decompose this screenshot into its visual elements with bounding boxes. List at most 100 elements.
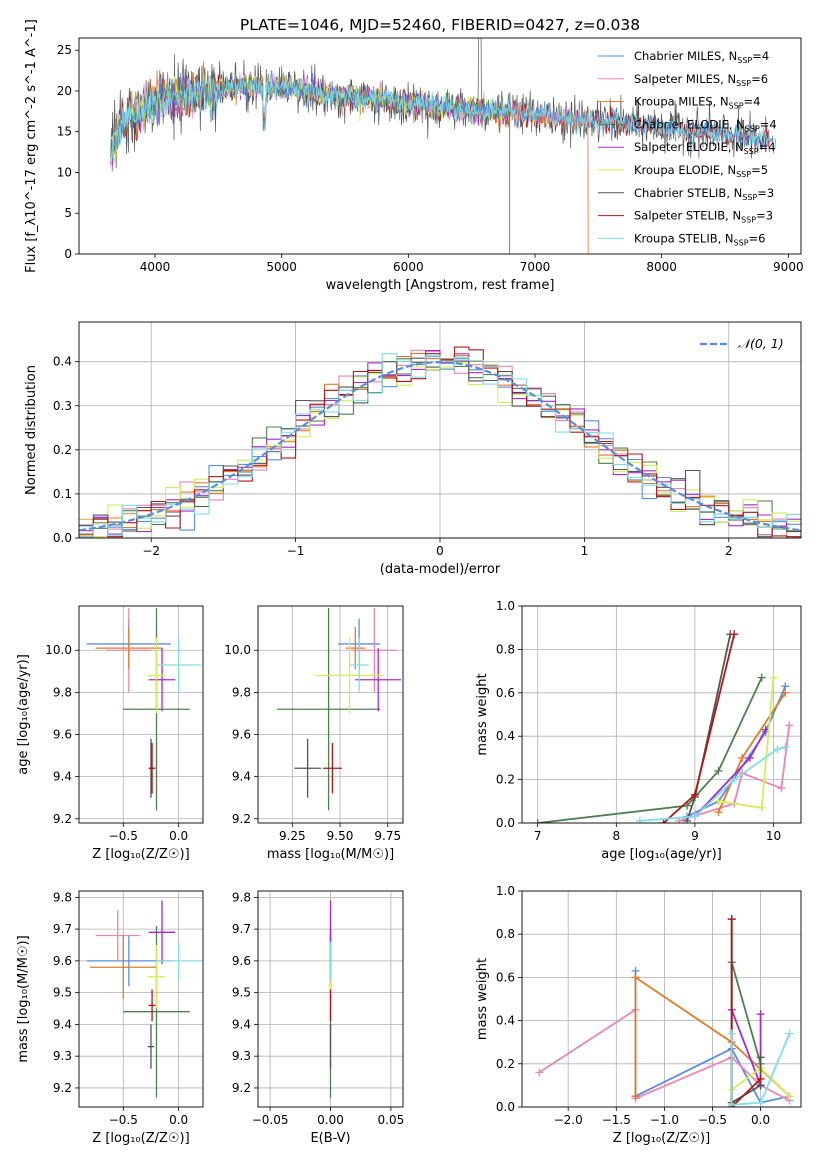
residuals-xtick-label: −2 bbox=[142, 544, 160, 558]
massweight_vs_z-xtick-label: 0.0 bbox=[751, 1113, 770, 1127]
massweight_vs_z-marker bbox=[756, 1053, 765, 1062]
age_vs_z-frame bbox=[78, 605, 204, 824]
age_vs_mass-errorbar-point bbox=[294, 738, 321, 798]
massweight_vs_z-series-line bbox=[730, 919, 762, 1107]
legend-subscript: SSP bbox=[744, 147, 759, 156]
residuals-ytick-label: 0.1 bbox=[53, 487, 72, 501]
mass_vs_z-axes: −0.5 0.0 9.2 9.3 9.4 9.5 9.6 9.7 9.8 Z [log₁₀(Z/Z… bbox=[16, 890, 204, 1146]
legend-subscript: SSP bbox=[734, 238, 749, 247]
massweight_vs_z-ylabel: mass weight bbox=[475, 958, 490, 1040]
age_vs_mass-xtick-label: 9.25 bbox=[279, 829, 306, 843]
legend-subscript: SSP bbox=[742, 193, 757, 202]
age_vs_z-ytick-label: 9.8 bbox=[53, 685, 72, 699]
legend-subscript: SSP bbox=[741, 216, 756, 225]
spectrum-xlabel: wavelength [Angstrom, rest frame] bbox=[326, 278, 555, 293]
mass_vs_ebv-xtick-label: 0.00 bbox=[317, 1113, 344, 1127]
spectrum-xtick-label: 4000 bbox=[140, 260, 171, 274]
legend-label: Chabrier ELODIE, NSSP=4 bbox=[634, 117, 777, 133]
age_vs_mass-ytick-label: 9.6 bbox=[232, 728, 251, 742]
massweight_vs_z-series-line bbox=[730, 962, 762, 1107]
legend-label: 𝒩(0, 1) bbox=[738, 336, 784, 351]
legend-label: Salpeter MILES, NSSP=6 bbox=[634, 72, 768, 88]
massweight_vs_age-marker bbox=[635, 816, 644, 823]
mass_vs_ebv-frame bbox=[257, 890, 404, 1108]
age_vs_z-axes: −0.5 0.0 9.2 9.4 9.6 9.8 10.0 Z [log₁₀(Z/Z☉)] ag… bbox=[16, 605, 204, 862]
massweight_vs_age-marker bbox=[773, 745, 782, 754]
massweight_vs_z-marker bbox=[535, 1068, 544, 1077]
massweight_vs_age-xtick-label: 9 bbox=[691, 829, 699, 843]
spectrum-xtick-label: 6000 bbox=[393, 260, 424, 274]
residuals-plot-area bbox=[79, 346, 801, 538]
mass_vs_ebv-ytick-label: 9.5 bbox=[232, 986, 251, 1000]
massweight_vs_age-ylabel: mass weight bbox=[475, 673, 490, 755]
age_vs_mass-xlabel: mass [log₁₀(M/M☉)] bbox=[267, 847, 394, 862]
age_vs_mass-errorbar-point bbox=[349, 637, 369, 693]
massweight_vs_age-marker bbox=[683, 816, 692, 823]
spectrum-frame bbox=[78, 37, 802, 255]
legend-label: Chabrier MILES, NSSP=4 bbox=[634, 49, 769, 65]
age_vs_mass-ytick-label: 10.0 bbox=[224, 643, 251, 657]
legend-nssp: =6 bbox=[749, 231, 766, 245]
massweight_vs_age-marker bbox=[714, 766, 723, 775]
massweight_vs_age-plot-area bbox=[533, 630, 794, 823]
massweight_vs_age-frame bbox=[521, 605, 802, 824]
massweight_vs_age-ytick-label: 0.4 bbox=[496, 729, 515, 743]
legend-label: Salpeter STELIB, NSSP=3 bbox=[634, 209, 773, 225]
mass_vs_ebv-axes: −0.05 0.00 0.05 9.2 9.3 9.4 9.5 9.6 9.7 9.8 E(B-V) bbox=[232, 890, 404, 1146]
massweight_vs_age-axes: 7 8 9 10 0.0 0.2 0.4 0.6 0.8 1.0 age [log₁₀(age/yr… bbox=[475, 599, 802, 862]
massweight_vs_z-ytick-label: 1.0 bbox=[496, 884, 515, 898]
mass_vs_z-xtick-label: −0.5 bbox=[109, 1113, 138, 1127]
massweight_vs_z-xlabel: Z [log₁₀(Z/Z☉)] bbox=[613, 1131, 710, 1146]
legend-label: Salpeter ELODIE, NSSP=4 bbox=[634, 140, 776, 156]
mass_vs_z-plot-area bbox=[86, 900, 201, 1098]
legend-nssp: =4 bbox=[744, 95, 761, 109]
age_vs_mass-ytick-label: 9.2 bbox=[232, 812, 251, 826]
mass_vs_z-errorbar-point bbox=[148, 989, 156, 1022]
massweight_vs_z-marker bbox=[785, 1092, 794, 1101]
spectrum-ylabel: Flux [f_λ10^-17 erg cm^-2 s^-1 A^-1] bbox=[24, 19, 39, 273]
spectrum-xtick-label: 9000 bbox=[773, 260, 804, 274]
residuals-xtick-label: −1 bbox=[287, 544, 305, 558]
massweight_vs_z-marker bbox=[631, 1092, 640, 1101]
massweight_vs_age-marker bbox=[769, 673, 778, 682]
massweight_vs_age-ytick-label: 1.0 bbox=[496, 599, 515, 613]
mass_vs_z-ylabel: mass [log₁₀(M/M☉)] bbox=[16, 935, 31, 1062]
mass_vs_ebv-ytick-label: 9.7 bbox=[232, 922, 251, 936]
age_vs_z-errorbar-point bbox=[95, 627, 163, 670]
residuals-ytick-label: 0.4 bbox=[53, 355, 72, 369]
legend-label: Kroupa STELIB, NSSP=6 bbox=[634, 231, 765, 247]
spectrum-ytick-label: 25 bbox=[57, 43, 72, 57]
residuals-ytick-label: 0.3 bbox=[53, 399, 72, 413]
massweight_vs_age-marker bbox=[757, 803, 766, 812]
massweight_vs_age-marker bbox=[738, 753, 747, 762]
age_vs_z-xtick-label: −0.5 bbox=[109, 829, 138, 843]
legend-subscript: SSP bbox=[736, 79, 751, 88]
age_vs_z-ytick-label: 9.6 bbox=[53, 728, 72, 742]
massweight_vs_age-marker bbox=[659, 819, 668, 823]
massweight_vs_z-plot-area bbox=[535, 915, 794, 1107]
mass_vs_z-errorbar-point bbox=[147, 1024, 155, 1069]
massweight_vs_age-marker bbox=[714, 797, 723, 806]
residuals-xtick-label: 0 bbox=[436, 544, 444, 558]
spectrum-ytick-label: 20 bbox=[57, 84, 72, 98]
legend-nssp: =4 bbox=[759, 140, 776, 154]
massweight_vs_age-ytick-label: 0.0 bbox=[496, 816, 515, 830]
age_vs_z-ytick-label: 9.4 bbox=[53, 770, 72, 784]
massweight_vs_age-ytick-label: 0.8 bbox=[496, 642, 515, 656]
massweight_vs_age-marker bbox=[777, 784, 786, 793]
age_vs_z-ytick-label: 9.2 bbox=[53, 812, 72, 826]
age_vs_z-xlabel: Z [log₁₀(Z/Z☉)] bbox=[92, 847, 189, 862]
massweight_vs_age-ytick-label: 0.2 bbox=[496, 773, 515, 787]
age_vs_mass-plot-area bbox=[277, 608, 402, 811]
age_vs_mass-errorbar-point bbox=[345, 627, 365, 670]
age_vs_mass-xtick-label: 9.75 bbox=[374, 829, 401, 843]
age_vs_z-ytick-label: 10.0 bbox=[45, 643, 72, 657]
mass_vs_z-ytick-label: 9.2 bbox=[53, 1081, 72, 1095]
mass_vs_z-ytick-label: 9.6 bbox=[53, 954, 72, 968]
massweight_vs_age-series-line bbox=[537, 677, 763, 823]
mass_vs_z-ytick-label: 9.8 bbox=[53, 890, 72, 904]
massweight_vs_z-xtick-label: −2.0 bbox=[554, 1113, 583, 1127]
massweight_vs_z-ytick-label: 0.4 bbox=[496, 1014, 515, 1028]
massweight_vs_z-marker bbox=[785, 1029, 794, 1038]
